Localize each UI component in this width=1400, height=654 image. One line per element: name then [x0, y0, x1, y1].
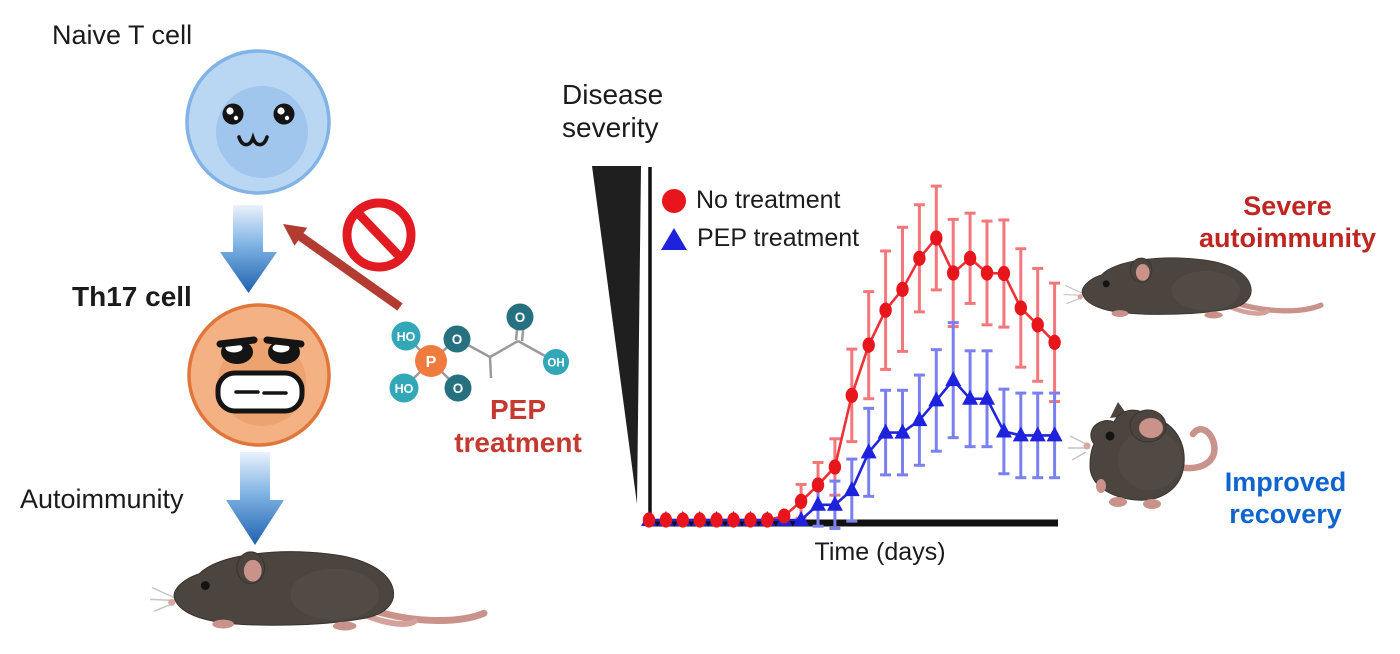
- th17-cell-label: Th17 cell: [72, 281, 192, 312]
- no-treatment-legend-label: No treatment: [696, 186, 841, 214]
- differentiation-arrow-icon: [220, 205, 277, 293]
- disease-severity-line2: severity: [562, 112, 659, 143]
- autoimmunity-label: Autoimmunity: [20, 484, 184, 514]
- chart-series: [641, 184, 1063, 530]
- pep-treatment-label: PEP treatment: [398, 393, 638, 459]
- pep-treatment-line1: PEP: [489, 394, 547, 425]
- pep-molecule-icon: HO HO O O O OH P: [389, 303, 569, 403]
- disease-severity-line1: Disease: [562, 79, 664, 110]
- improved-line2: recovery: [1229, 499, 1342, 529]
- molecule-p-label: P: [426, 354, 437, 371]
- severity-wedge-icon: [592, 166, 641, 504]
- improved-recovery-label: Improved recovery: [1183, 466, 1388, 530]
- inhibition-arrow-icon: [283, 224, 403, 311]
- pep-treatment-marker-icon: [661, 228, 687, 250]
- prohibition-icon: [342, 198, 416, 272]
- autoimmunity-arrow-icon: [226, 452, 284, 545]
- th17-cell-icon: [187, 303, 331, 447]
- naive-t-cell-icon: [185, 49, 331, 195]
- naive-t-cell-label: Naive T cell: [52, 20, 193, 50]
- molecule-oh-label: OH: [547, 358, 564, 370]
- series-markers-no-treatment: [642, 230, 1061, 528]
- disease-severity-axis-label: Disease severity: [562, 78, 663, 144]
- error-bars-pep-treatment: [812, 321, 1061, 530]
- pep-treatment-legend-label: PEP treatment: [697, 224, 860, 252]
- molecule-ho-top-label: HO: [397, 330, 416, 344]
- sick-mouse-icon: [150, 552, 484, 631]
- no-treatment-marker-icon: [662, 188, 686, 213]
- molecule-o-carbonyl-label: O: [515, 310, 526, 325]
- molecule-ho-bottom-label: HO: [395, 382, 414, 396]
- severe-autoimmunity-label: Severe autoimmunity: [1185, 190, 1390, 254]
- severe-line2: autoimmunity: [1198, 223, 1376, 253]
- severe-mouse-icon: [1064, 258, 1321, 319]
- legend-item-pep-treatment: PEP treatment: [661, 224, 859, 253]
- pep-treatment-line2: treatment: [454, 427, 582, 458]
- improved-line1: Improved: [1224, 467, 1347, 497]
- legend-item-no-treatment: No treatment: [662, 186, 841, 215]
- molecule-o-double-label: O: [453, 381, 464, 396]
- molecule-o-bridge-label: O: [452, 332, 463, 347]
- time-axis-label: Time (days): [814, 538, 946, 566]
- severe-line1: Severe: [1243, 191, 1332, 221]
